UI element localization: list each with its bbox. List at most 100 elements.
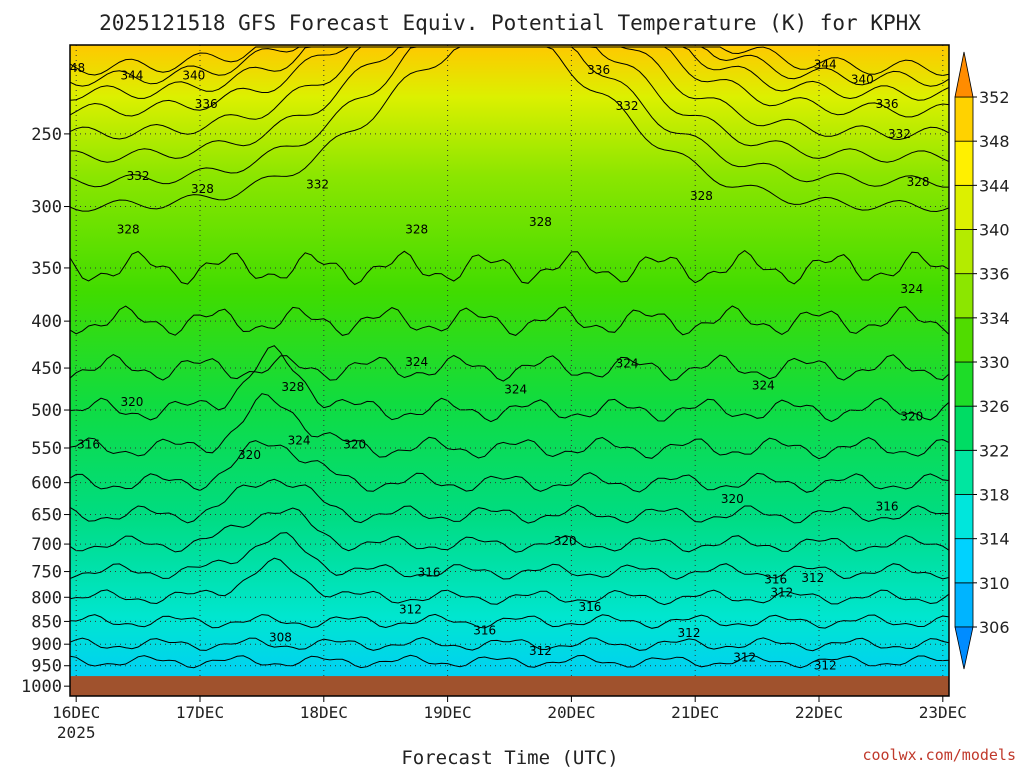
contour-label: 312 [733,650,756,664]
y-tick-label: 500 [31,401,62,421]
y-tick-label: 900 [31,635,62,655]
colorbar-swatch [954,229,974,275]
contour-label: 332 [888,127,911,141]
contour-label: 316 [579,600,602,614]
colorbar-label: 344 [979,176,1010,195]
contour-label: 320 [721,492,744,506]
gridlines [70,45,949,696]
y-tick-label: 350 [31,259,62,279]
y-tick-label: 300 [31,198,62,218]
x-tick-label: 19DEC [424,703,472,722]
plot-frame [69,44,950,697]
colorbar-label: 326 [979,397,1010,416]
contour-line [70,636,949,652]
contour-label: 320 [900,409,923,423]
contour-label: 324 [616,357,639,371]
contour-line [70,440,949,493]
contour-line [70,345,949,423]
y-axis: 250 300 350 400 450 500 550 600 650 700 750 800 850 9… [21,125,70,697]
colorbar-label: 318 [979,486,1010,505]
colorbar-swatch [954,538,974,584]
contour-line [70,249,949,286]
x-axis-label: Forecast Time (UTC) [401,747,618,768]
contour-label: 312 [814,659,837,673]
colorbar-swatch [954,494,974,540]
contour-label: 328 [529,215,552,229]
contour-label: 320 [120,395,143,409]
contour-line [70,478,949,524]
colorbar-label: 306 [979,618,1010,637]
x-tick-label: 20DEC [547,703,595,722]
colorbar: 306 310 314 318 322 326 330 334 336 340 344 348 352 [954,51,1010,670]
ground-fill [70,676,949,696]
contour-label: 324 [752,378,775,392]
x-tick-label: 21DEC [671,703,719,722]
contour-label: 344 [814,57,837,71]
contour-line [70,613,949,629]
contour-label: 328 [907,175,930,189]
colorbar-swatch [954,273,974,319]
colorbar-label: 322 [979,441,1010,460]
x-tick-label: 16DEC [52,703,100,722]
contour-label: 328 [690,189,713,203]
contour-label: 336 [195,97,218,111]
contour-label: 336 [876,97,899,111]
colorbar-label: 336 [979,265,1010,284]
contour-label: 312 [801,571,824,585]
contour-bands [70,46,949,669]
contour-label: 328 [117,223,140,237]
x-tick-label: 18DEC [300,703,348,722]
contour-label: 316 [418,566,441,580]
y-tick-label: 600 [31,474,62,494]
contour-label: 328 [281,380,304,394]
contour-label: 312 [399,603,422,617]
colorbar-label: 340 [979,221,1010,240]
contour-label: 336 [587,63,610,77]
contour-label: 316 [876,500,899,514]
colorbar-below-arrow [954,626,974,670]
colorbar-swatch [954,449,974,495]
y-tick-label: 1000 [21,677,62,697]
contour-label: 340 [182,69,205,83]
contour-label: 332 [616,99,639,113]
colorbar-label: 314 [979,530,1010,549]
y-tick-label: 650 [31,506,62,526]
y-tick-label: 700 [31,535,62,555]
colorbar-swatch [954,361,974,407]
y-tick-label: 550 [31,439,62,459]
contour-label: 320 [238,448,261,462]
y-tick-label: 750 [31,563,62,583]
colorbar-label: 330 [979,353,1010,372]
colorbar-label: 348 [979,132,1010,151]
contour-label: 348 [62,61,85,75]
contour-line [70,532,949,580]
colorbar-swatch [954,96,974,142]
contour-label: 324 [405,355,428,369]
colorbar-swatch [954,317,974,363]
contour-label: 316 [77,437,100,451]
contour-line [70,557,949,606]
y-tick-label: 450 [31,359,62,379]
colorbar-label: 334 [979,309,1010,328]
credit-text: coolwx.com/models [862,746,1016,764]
contour-label: 312 [529,644,552,658]
contour-line [70,46,949,213]
contour-label: 324 [288,434,311,448]
contour-label: 328 [191,182,214,196]
contour-label: 344 [120,69,143,83]
colorbar-swatch [954,405,974,451]
y-tick-label: 250 [31,125,62,145]
contour-label: 332 [127,169,150,183]
x-tick-label: 22DEC [795,703,843,722]
contour-line [70,354,949,382]
contour-line [70,393,949,460]
contour-label: 340 [851,72,874,86]
contour-line [70,654,949,669]
contour-label: 324 [900,282,923,296]
contour-label: 316 [764,572,787,586]
contour-label: 328 [405,223,428,237]
y-tick-label: 400 [31,312,62,332]
contour-label: 308 [269,630,292,644]
x-tick-label: 17DEC [176,703,224,722]
